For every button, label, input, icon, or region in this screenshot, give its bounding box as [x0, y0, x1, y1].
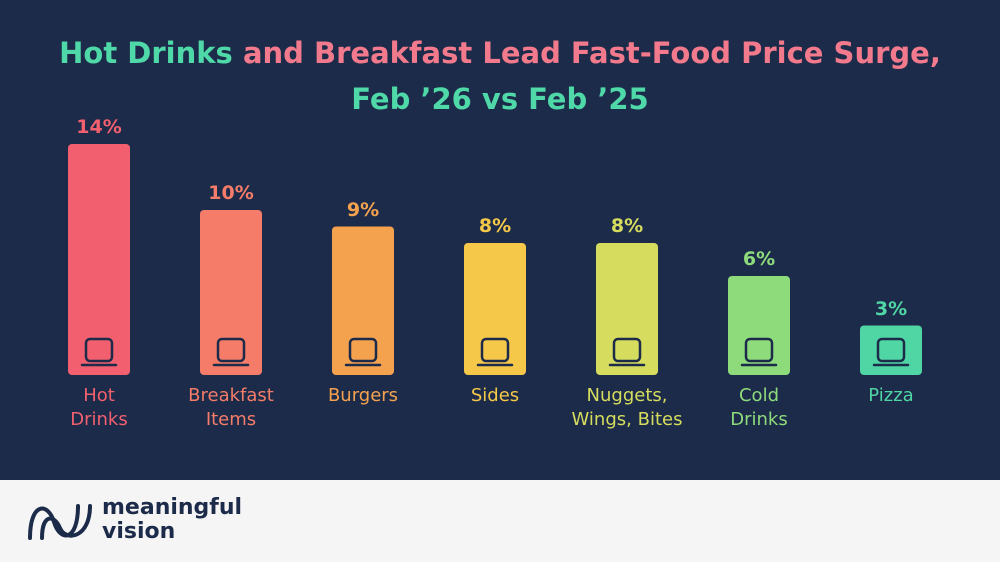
icon — [612, 337, 642, 363]
bar — [860, 325, 922, 375]
x-tick-label-line: Nuggets, — [586, 385, 668, 406]
x-tick-label-line: Hot — [83, 385, 115, 406]
x-tick-label-line: Drinks — [70, 409, 128, 430]
icon — [480, 337, 510, 363]
bar — [200, 210, 262, 375]
bar — [332, 226, 394, 375]
value-label: 10% — [208, 182, 254, 204]
value-label: 8% — [478, 215, 512, 237]
value-label: 8% — [610, 215, 644, 237]
title-part: and Breakfast — [242, 36, 473, 70]
value-label: 6% — [742, 248, 776, 270]
value-label: 9% — [346, 198, 380, 221]
icon — [84, 337, 114, 363]
chart — [68, 144, 922, 375]
brand-line: vision — [102, 519, 176, 544]
x-tick-label: Breakfast Items — [161, 384, 301, 432]
x-tick-label-line: Wings, Bites — [571, 409, 683, 430]
x-tick-label: Hot Drinks — [29, 384, 169, 432]
icon — [348, 337, 378, 363]
value-label: 14% — [76, 116, 122, 138]
title-part: Hot Drinks — [59, 36, 233, 70]
brand-line: meaningful — [102, 495, 243, 520]
x-tick-label-line: Drinks — [730, 409, 788, 430]
x-tick-label: Nuggets, Wings, Bites — [557, 384, 697, 432]
bar — [728, 276, 790, 375]
x-tick-label: Burgers — [293, 384, 433, 408]
bar — [596, 243, 658, 375]
x-tick-label: Sides — [425, 384, 565, 408]
title-part: Feb ’26 vs Feb ’25 — [351, 82, 649, 116]
x-tick-label: Cold Drinks — [689, 384, 829, 432]
icon — [744, 337, 774, 363]
x-tick-label-line: Cold — [738, 385, 779, 406]
icon — [216, 337, 246, 363]
footer: meaningful vision — [0, 480, 1000, 562]
title-part: Lead Fast-Food Price Surge, — [482, 36, 941, 70]
x-tick-label-line: Items — [205, 409, 257, 430]
bar — [68, 144, 130, 375]
x-tick-label-line: Pizza — [868, 385, 914, 406]
x-tick-label-line: Sides — [470, 385, 520, 406]
logo — [28, 504, 92, 540]
bar — [464, 243, 526, 375]
x-tick-label: Pizza — [821, 384, 961, 408]
brand: meaningful vision — [102, 496, 242, 544]
title-line: Feb ’26 vs Feb ’25 — [0, 76, 1000, 122]
icon — [876, 337, 906, 363]
value-label: 3% — [874, 297, 908, 320]
chart-title: Hot Drinks and Breakfast Lead Fast-Food … — [0, 30, 1000, 122]
x-tick-label-line: Burgers — [327, 385, 399, 406]
title-line: Hot Drinks and Breakfast Lead Fast-Food … — [0, 30, 1000, 76]
x-tick-label-line: Breakfast — [188, 385, 274, 406]
